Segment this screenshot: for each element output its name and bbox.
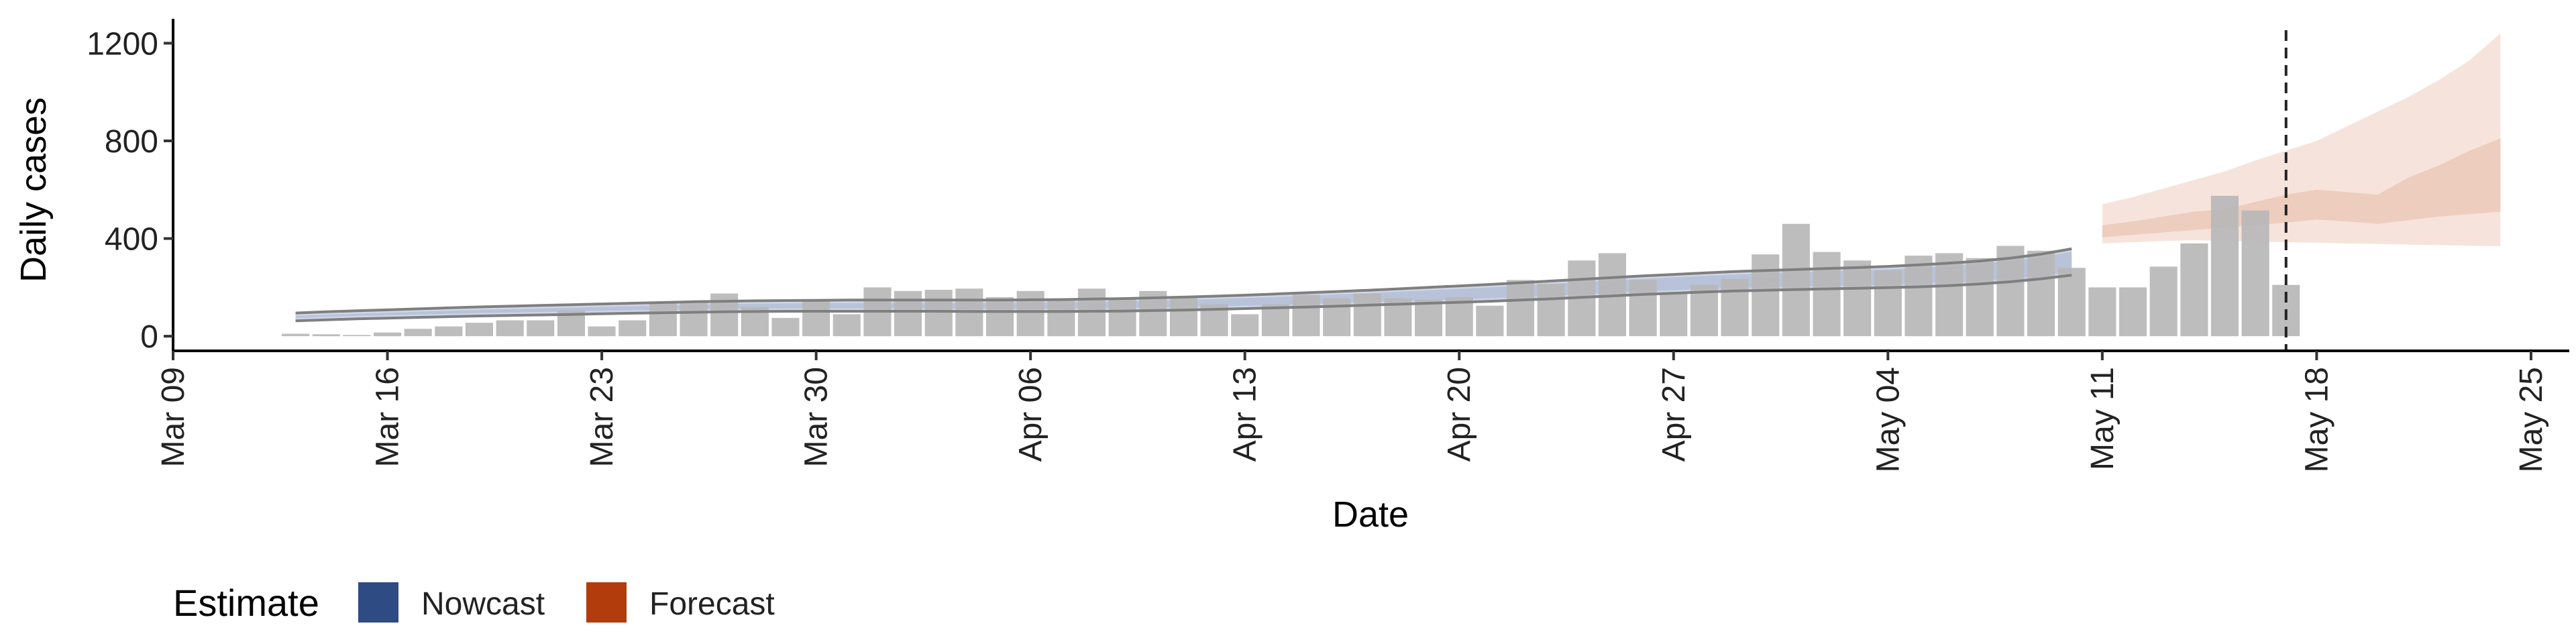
axes-layer: 0 400 800 1200 Mar 09 Mar 16 Mar 23 Mar 30 Apr 0… [87,19,2569,472]
observed-bar [527,320,555,337]
observed-bar [986,297,1014,337]
observed-bar [2210,195,2239,337]
observed-bar [1231,314,1259,337]
x-tick-label: Mar 09 [156,367,191,467]
observed-bar [1721,278,1749,337]
observed-bar [680,302,708,337]
x-tick-label: May 25 [2514,367,2549,472]
observed-bar [435,326,463,337]
nowcast-upper-line [295,247,2072,315]
observed-bar [1874,270,1902,337]
observed-bar [1904,256,1933,337]
y-tick-label: 800 [105,124,158,160]
nowcast-lower-line [295,274,2072,323]
observed-bar [1537,283,1565,337]
observed-bar [1353,293,1381,337]
observed-bar [2241,210,2269,337]
x-tick-label: Apr 20 [1442,367,1477,462]
observed-bar [2149,266,2178,337]
legend-swatch-nowcast [358,582,398,623]
observed-bar [894,290,922,337]
observed-bar [1016,290,1044,337]
y-tick-label: 0 [140,319,158,355]
observed-bar [2088,287,2116,337]
x-tick-label: Apr 06 [1013,367,1049,462]
x-tick-label: Mar 30 [799,367,835,467]
observed-bar [771,317,800,337]
observed-bar [802,299,830,337]
observed-bar [343,335,371,337]
nowcast-outer-band [295,248,2072,321]
forecast-band-layer [2102,33,2501,246]
legend-title: Estimate [173,582,319,624]
observed-bar [619,320,647,337]
observed-bar [404,329,432,337]
x-tick-label: Apr 13 [1228,367,1263,462]
observed-bar [1966,258,1994,337]
observed-bar [2180,243,2208,337]
observed-bar [1169,297,1197,337]
observed-bar [465,323,493,337]
x-tick-label: May 11 [2085,367,2121,470]
observed-bar [312,334,340,337]
legend: Estimate Nowcast Forecast [173,582,775,624]
observed-bar [833,314,861,337]
x-tick-label: May 04 [1870,367,1906,472]
legend-label-nowcast: Nowcast [421,586,545,622]
observed-bar [1476,305,1504,337]
x-axis-title: Date [1332,494,1409,535]
observed-bar [1843,260,1872,337]
observed-bar [1813,252,1841,337]
x-tick-label: Apr 27 [1656,367,1692,462]
observed-bar [496,320,524,337]
observed-bar [1507,280,1535,337]
x-tick-label: Mar 16 [370,367,406,467]
y-axis-title: Daily cases [13,97,54,282]
observed-bar [649,303,677,337]
observed-bar [1292,294,1320,337]
observed-bar [1108,299,1136,337]
legend-swatch-forecast [586,582,627,623]
observed-bar [2027,250,2055,337]
observed-bar [2119,287,2147,337]
x-tick-label: Mar 23 [584,367,620,467]
observed-bar [374,332,402,337]
legend-label-forecast: Forecast [649,586,775,622]
observed-bar [1996,246,2025,337]
observed-bar [1261,304,1289,337]
y-tick-label: 400 [105,222,158,258]
observed-bar [1047,299,1075,337]
observed-bar [1323,298,1351,337]
observed-bar [924,290,953,337]
nowcast-lines-layer [295,247,2072,323]
observed-bar [1752,254,1780,337]
observed-bar [1660,293,1688,337]
observed-bar [588,326,616,337]
observed-bar [1782,223,1810,337]
observed-bar [2057,268,2086,337]
observed-bar [1415,299,1443,337]
observed-bar [1629,280,1657,337]
forecast-inner-band [2102,138,2501,237]
observed-bar [1935,253,1964,337]
observed-bar [282,333,310,337]
x-tick-label: May 18 [2299,367,2334,472]
y-tick-label: 1200 [87,26,158,62]
